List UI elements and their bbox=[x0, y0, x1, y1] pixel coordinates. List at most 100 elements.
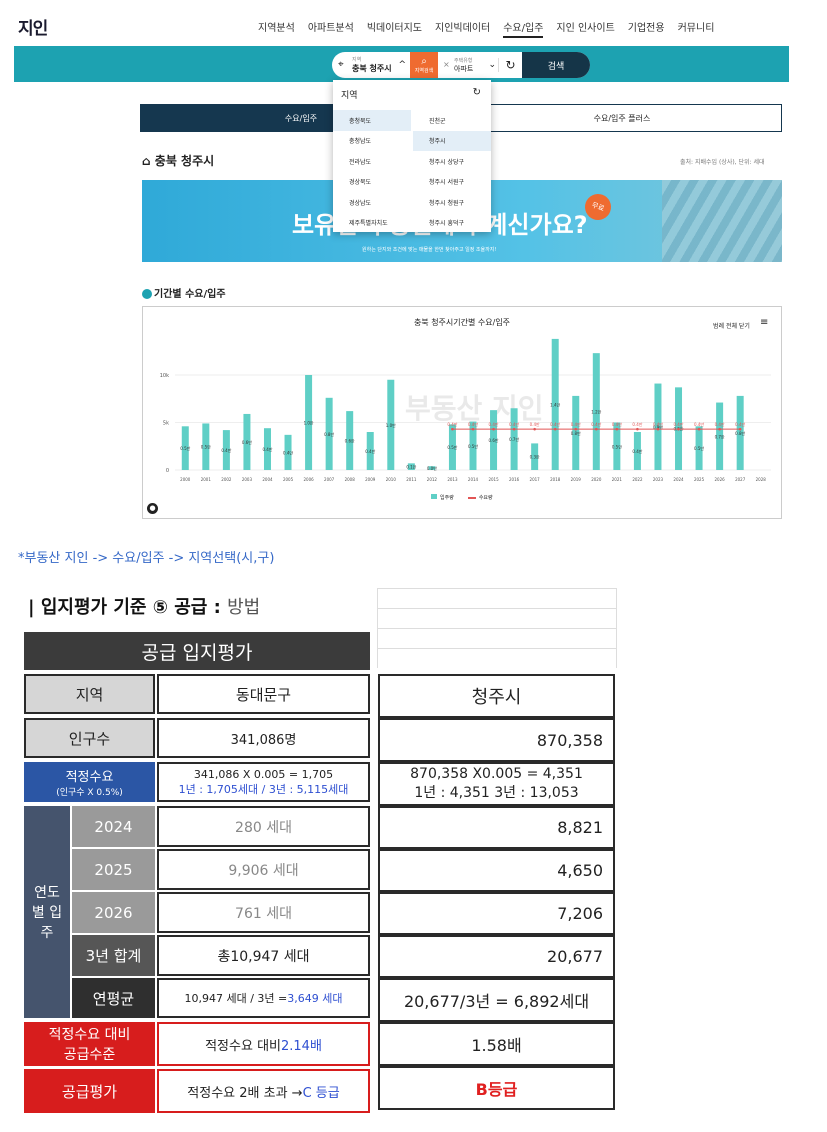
demand-label: 0.4만 bbox=[468, 421, 478, 427]
bar-label: 0.8만 bbox=[324, 431, 334, 437]
region-value: 동대문구 bbox=[157, 674, 370, 714]
region-title: ⌂ 충북 청주시 bbox=[142, 152, 214, 169]
city-item[interactable]: 청주시 청원구 bbox=[429, 199, 465, 207]
nav-item-5[interactable]: 지인 인사이트 bbox=[556, 23, 615, 34]
search-button[interactable]: 검색 bbox=[522, 52, 590, 78]
city-item[interactable]: 청주시 bbox=[413, 130, 491, 151]
sum-value: 총10,947 세대 bbox=[157, 935, 370, 976]
supply-level-value: 적정수요 대비 2.14배 bbox=[157, 1022, 370, 1066]
avg-highlight: 3,649 세대 bbox=[287, 992, 343, 1005]
bar bbox=[346, 411, 354, 470]
proper-demand-detail: 1년 : 1,705세대 / 3년 : 5,115세대 bbox=[178, 782, 349, 796]
proper-demand-value: 341,086 X 0.005 = 1,705 1년 : 1,705세대 / 3년… bbox=[157, 762, 370, 802]
bar-label: 0.7만 bbox=[509, 436, 519, 442]
bar-label: 0.4만 bbox=[262, 446, 272, 452]
demand-label: 0.4만 bbox=[735, 421, 745, 427]
bar-label: 0.3만 bbox=[530, 454, 540, 460]
city-item[interactable]: 진천군 bbox=[429, 117, 446, 125]
location-value: 충북 청주시 bbox=[352, 64, 392, 73]
bar bbox=[387, 379, 395, 470]
legend-item-supply[interactable]: 입주량 bbox=[431, 494, 454, 501]
housing-type-selector[interactable]: × 주택유형 아파트 ⌄ bbox=[438, 52, 498, 78]
clock-icon bbox=[142, 289, 152, 299]
bar bbox=[633, 432, 641, 470]
logo[interactable]: 지인 bbox=[18, 19, 48, 39]
province-item[interactable]: 전라남도 bbox=[349, 158, 372, 166]
banner-subtext: 원하는 단지와 조건에 맞는 매물을 한번 찾아주고 일정 조율까지! bbox=[362, 247, 497, 253]
province-item[interactable]: 충청북도 bbox=[333, 110, 411, 131]
avg-value: 10,947 세대 / 3년 = 3,649 세대 bbox=[157, 978, 370, 1018]
demand-point bbox=[553, 427, 557, 431]
chart-menu-icon[interactable]: ≡ bbox=[760, 317, 769, 328]
city-item[interactable]: 청주시 상당구 bbox=[429, 158, 465, 166]
city-item[interactable]: 청주시 서원구 bbox=[429, 179, 465, 187]
x-tick-label: 2014 bbox=[468, 477, 479, 482]
proper-demand-label-text: 적정수요 bbox=[65, 770, 114, 785]
bar bbox=[613, 422, 621, 470]
location-selector[interactable]: ⌖ 지역 충북 청주시 ^ bbox=[332, 52, 410, 78]
demand-point bbox=[512, 427, 516, 431]
nav-item-3[interactable]: 지인빅데이터 bbox=[435, 23, 491, 34]
demand-point bbox=[697, 427, 701, 431]
source-note: 출처: 지배수입 (상사), 단위: 세대 bbox=[680, 159, 765, 166]
region-search-button[interactable]: ⌕ 지역검색 bbox=[410, 52, 438, 78]
nav-item-2[interactable]: 빅데이터지도 bbox=[366, 23, 423, 34]
close-icon[interactable]: × bbox=[443, 60, 450, 69]
refresh-icon[interactable]: ↻ bbox=[472, 87, 481, 98]
chart-corner-icon[interactable]: ● bbox=[147, 503, 158, 514]
refresh-icon[interactable]: ↻ bbox=[498, 58, 522, 72]
right-proper-calc: 870,358 X0.005 = 4,351 bbox=[410, 766, 583, 782]
housing-type-value: 아파트 bbox=[454, 64, 474, 73]
avg-label: 연평균 bbox=[72, 978, 155, 1018]
bar-label: 0.6만 bbox=[489, 437, 499, 443]
spreadsheet-grid bbox=[377, 588, 617, 668]
legend-supply-label: 입주량 bbox=[440, 495, 454, 501]
section-title: | 입지평가 기준 ⑤ 공급 : 방법 bbox=[28, 593, 260, 619]
demand-label: 0.4만 bbox=[530, 421, 540, 427]
avg-prefix: 10,947 세대 / 3년 = bbox=[184, 992, 288, 1005]
nav-item-7[interactable]: 커뮤니티 bbox=[677, 23, 715, 34]
proper-demand-formula: (인구수 X 0.5%) bbox=[56, 788, 123, 798]
demand-point bbox=[574, 427, 578, 431]
proper-demand-label: 적정수요 (인구수 X 0.5%) bbox=[24, 762, 155, 802]
y-tick-label: 10k bbox=[160, 373, 169, 379]
demand-label: 0.4만 bbox=[509, 421, 519, 427]
x-tick-label: 2022 bbox=[632, 477, 643, 482]
year-value: 9,906 세대 bbox=[157, 849, 370, 890]
bar bbox=[654, 383, 662, 470]
x-tick-label: 2002 bbox=[221, 477, 232, 482]
bar bbox=[531, 443, 539, 470]
building-image bbox=[662, 180, 782, 262]
bar-label: 0.0만 bbox=[427, 465, 437, 471]
bar bbox=[325, 397, 333, 470]
x-tick-label: 2019 bbox=[571, 477, 582, 482]
demand-point bbox=[677, 427, 680, 431]
x-tick-label: 2008 bbox=[345, 477, 356, 482]
bar-label: 0.5만 bbox=[694, 445, 704, 451]
province-item[interactable]: 충청남도 bbox=[349, 138, 372, 146]
city-item[interactable]: 청주시 흥덕구 bbox=[429, 220, 465, 228]
demand-label: 0.4만 bbox=[447, 421, 457, 427]
demand-point bbox=[492, 427, 495, 431]
tab-demand-supply-plus[interactable]: 수요/입주 플러스 bbox=[462, 104, 782, 132]
nav-item-6[interactable]: 기업전용 bbox=[627, 23, 665, 34]
legend-item-demand[interactable]: 수요량 bbox=[467, 494, 493, 501]
right-grade: B등급 bbox=[378, 1066, 615, 1110]
right-region: 청주시 bbox=[378, 674, 615, 718]
province-item[interactable]: 제주특별자치도 bbox=[349, 220, 388, 228]
right-annual-avg: 20,677/3년 = 6,892세대 bbox=[378, 978, 615, 1022]
search-icon: ⌕ bbox=[421, 56, 427, 67]
nav-item-1[interactable]: 아파트분석 bbox=[307, 23, 354, 34]
x-tick-label: 2025 bbox=[694, 477, 705, 482]
bar-label: 1.4만 bbox=[550, 401, 560, 407]
province-item[interactable]: 경상북도 bbox=[349, 179, 372, 187]
right-2026: 7,206 bbox=[378, 892, 615, 935]
x-tick-label: 2026 bbox=[715, 477, 726, 482]
hide-legend-button[interactable]: 범례 전체 닫기 bbox=[713, 323, 750, 330]
x-tick-label: 2004 bbox=[262, 477, 273, 482]
province-item[interactable]: 경상남도 bbox=[349, 199, 372, 207]
nav-item-0[interactable]: 지역분석 bbox=[258, 23, 295, 34]
nav-item-4[interactable]: 수요/입주 bbox=[503, 19, 544, 38]
bar-label: 0.5만 bbox=[180, 445, 190, 451]
